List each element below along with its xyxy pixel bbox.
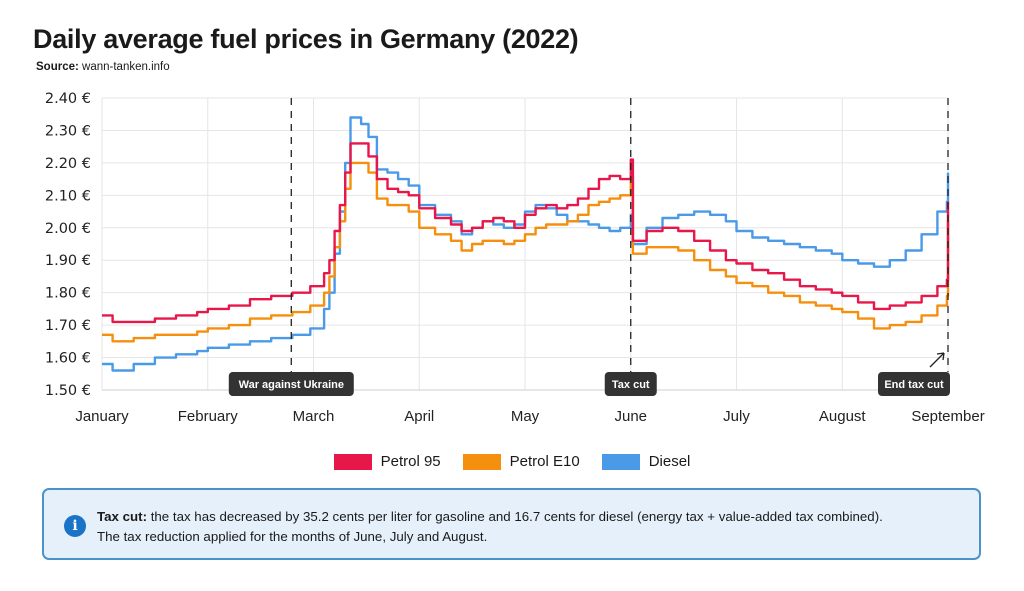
info-line-1: the tax has decreased by 35.2 cents per … [147,509,883,524]
series-line-petrol-e10 [102,161,950,343]
source-line: Source: wann-tanken.info [36,61,170,73]
y-tick-label: 2.00 € [45,221,91,237]
legend-swatch-diesel [601,453,640,470]
y-tick-label: 1.70 € [45,318,91,334]
x-tick-label: March [293,408,335,425]
end-tax-cut-arrow [929,352,945,368]
axes: 1.50 € 1.60 € 1.70 € 1.80 € 1.90 € 2.00 € 2.10… [45,91,985,425]
info-bold-label: Tax cut: [97,509,147,524]
y-tick-label: 2.10 € [45,188,91,204]
annotation-label: War against Ukraine [239,379,344,391]
x-tick-label: June [614,408,647,425]
annotation-label: Tax cut [612,379,650,391]
x-tick-label: May [511,408,540,425]
x-tick-label: July [723,408,750,425]
legend-swatch-petrol95 [333,453,372,470]
chart-title: Daily average fuel prices in Germany (20… [33,24,579,54]
annotation-label: End tax cut [884,379,944,391]
y-tick-label: 2.20 € [45,156,91,172]
y-tick-label: 2.40 € [45,91,91,107]
info-icon: i [64,515,86,537]
legend-label-e10: Petrol E10 [509,453,580,470]
legend-swatch-e10 [462,453,501,470]
legend-item-diesel[interactable]: Diesel [601,453,691,470]
x-tick-label: August [819,408,867,425]
annotation-label-box [228,372,354,396]
legend-item-e10[interactable]: Petrol E10 [462,453,580,470]
series-line-petrol-95 [102,142,950,324]
y-tick-label: 2.30 € [45,123,91,139]
x-tick-label: January [75,408,129,425]
x-tick-label: September [911,408,984,425]
end-tax-cut-arrowhead [936,352,945,361]
x-tick-label: February [178,408,239,425]
legend: Petrol 95 Petrol E10 Diesel [0,453,1024,470]
annotation-label-box [604,372,657,396]
y-tick-label: 1.50 € [45,383,91,399]
info-box: i Tax cut: the tax has decreased by 35.2… [42,488,981,560]
fuel-price-chart: 1.50 € 1.60 € 1.70 € 1.80 € 1.90 € 2.00 € 2.10… [45,91,985,425]
annotations: War against Ukraine Tax cut End tax cut [228,98,950,396]
x-tick-label: April [404,408,434,425]
info-text: Tax cut: the tax has decreased by 35.2 c… [97,507,965,547]
grid [101,97,949,391]
legend-item-petrol95[interactable]: Petrol 95 [333,453,441,470]
legend-label-petrol95: Petrol 95 [380,453,441,470]
source-value: wann-tanken.info [82,61,170,73]
annotation-label-box [878,372,950,396]
y-tick-label: 1.90 € [45,253,91,269]
series-lines [102,116,950,372]
info-line-2: The tax reduction applied for the months… [97,529,488,544]
source-label: Source: [36,61,79,73]
y-tick-label: 1.60 € [45,351,91,367]
legend-label-diesel: Diesel [648,453,691,470]
y-tick-label: 1.80 € [45,286,91,302]
